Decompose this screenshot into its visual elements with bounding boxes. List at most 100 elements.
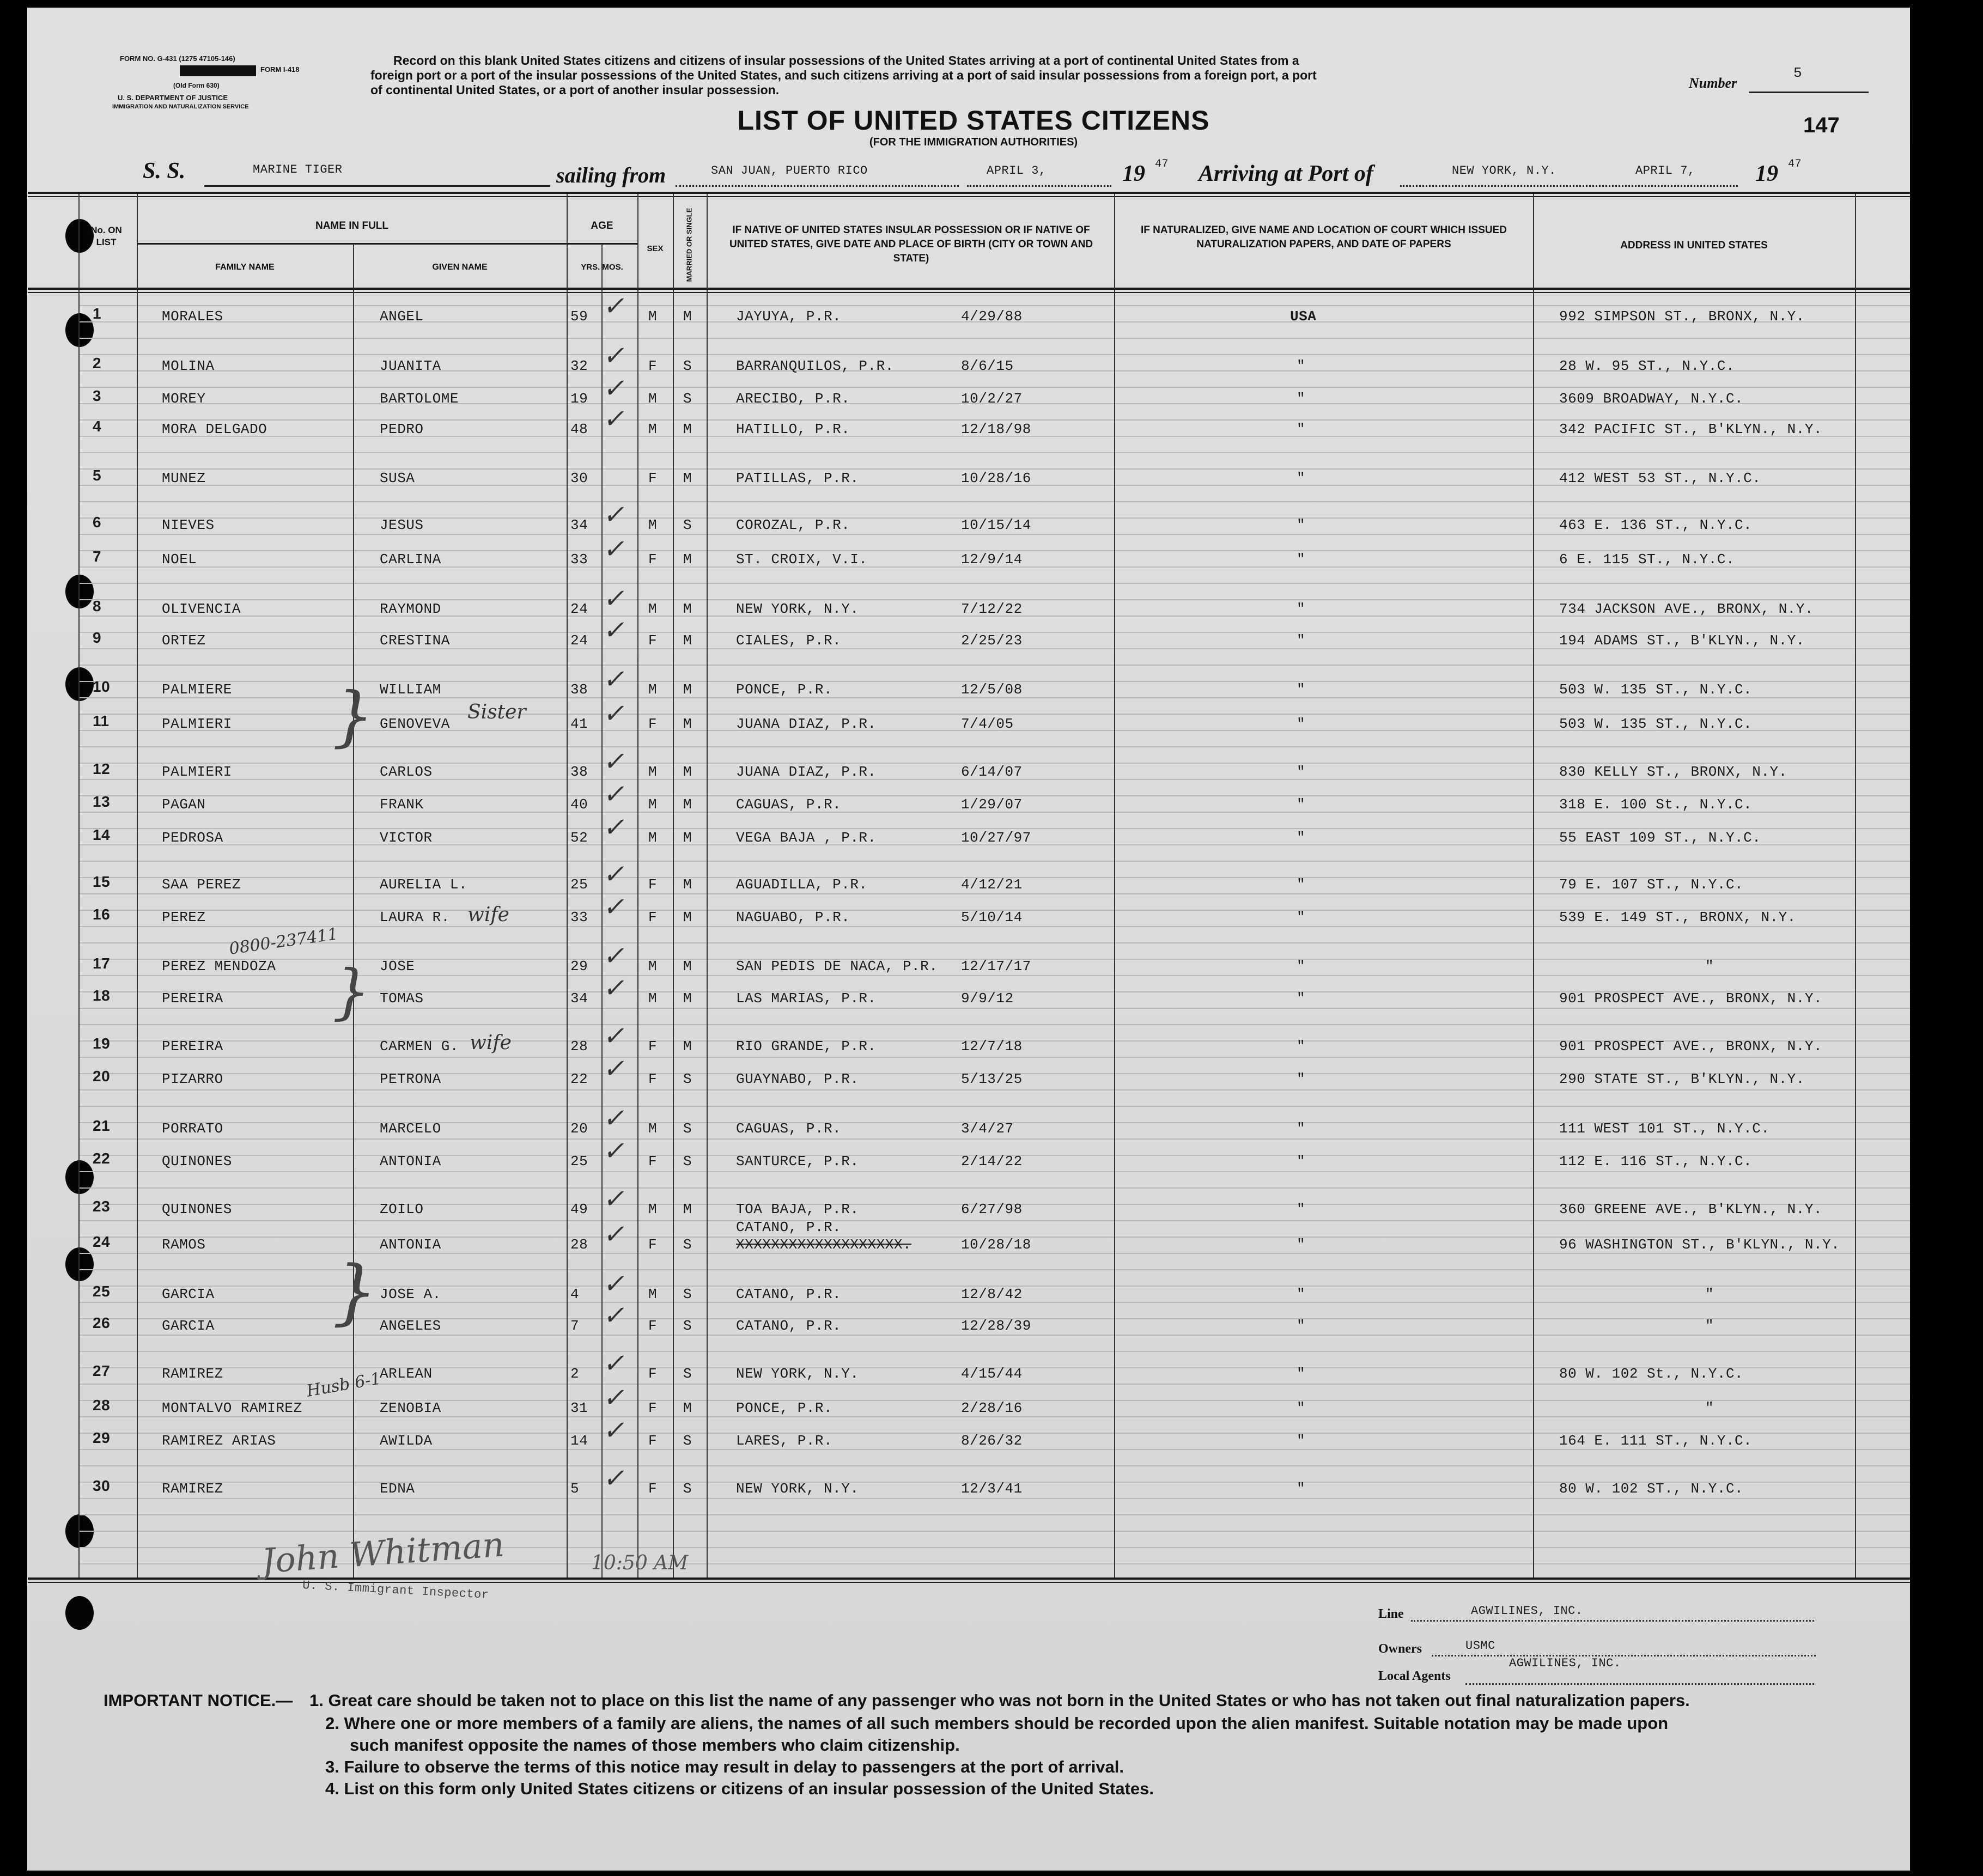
age-years: 33 (570, 909, 588, 925)
given-name: ZOILO (380, 1201, 424, 1217)
birth-date: 12/9/14 (961, 551, 1023, 568)
col-divider (1114, 194, 1115, 1577)
family-name: GARCIA (162, 1286, 215, 1302)
given-name: EDNA (380, 1481, 415, 1497)
notice-item: 2. Where one or more members of a family… (325, 1714, 1669, 1733)
page-number: 147 (1803, 113, 1840, 137)
age-years: 52 (570, 830, 588, 846)
col-header-native: IF NATIVE OF UNITED STATES INSULAR POSSE… (729, 224, 1093, 264)
birthplace: COROZAL, P.R. (736, 517, 850, 533)
birthplace: NEW YORK, N.Y. (736, 1366, 859, 1382)
notice-item: 1. Great care should be taken not to pla… (309, 1691, 1690, 1710)
family-name: PEREIRA (162, 1038, 223, 1055)
given-name: ANGEL (380, 308, 424, 325)
sex: F (648, 1400, 658, 1416)
birth-date: 8/26/32 (961, 1433, 1023, 1449)
owners-underline (1432, 1655, 1816, 1656)
family-name: PEREZ MENDOZA (162, 958, 276, 974)
col-header-address: ADDRESS IN UNITED STATES (1620, 240, 1768, 251)
family-name: OLIVENCIA (162, 601, 241, 617)
row-number: 6 (93, 514, 102, 531)
age-years: 32 (570, 358, 588, 374)
age-years: 28 (570, 1237, 588, 1253)
old-form: (Old Form 630) (173, 82, 220, 89)
birthplace: NEW YORK, N.Y. (736, 601, 859, 617)
row-number: 23 (93, 1198, 111, 1215)
sex: M (648, 990, 658, 1007)
row-number: 13 (93, 793, 111, 810)
punch-hole (65, 219, 94, 253)
col-divider (137, 194, 138, 1577)
age-years: 38 (570, 681, 588, 698)
birthplace: RIO GRANDE, P.R. (736, 1038, 877, 1055)
age-years: 14 (570, 1433, 588, 1449)
number-underline (1749, 92, 1869, 93)
marital-status: M (683, 716, 692, 732)
birth-date: 10/2/27 (961, 391, 1023, 407)
row-number: 5 (93, 467, 102, 484)
sex: M (648, 681, 658, 698)
table-top-rule (28, 192, 1910, 194)
age-years: 24 (570, 601, 588, 617)
notice-item: such manifest opposite the names of thos… (350, 1735, 960, 1755)
age-years: 49 (570, 1201, 588, 1217)
row-number: 20 (93, 1068, 111, 1085)
sex: M (648, 764, 658, 780)
marital-status: S (683, 1366, 692, 1382)
birth-date: 1/29/07 (961, 796, 1023, 813)
col-divider (78, 194, 80, 1577)
col-divider (673, 194, 674, 1577)
col-divider (353, 244, 354, 1577)
arrival-year: 47 (1788, 158, 1802, 170)
row-number: 15 (93, 873, 111, 890)
birth-date: 12/5/08 (961, 681, 1023, 698)
sex: M (648, 391, 658, 407)
sex: F (648, 1237, 658, 1253)
birthplace: NAGUABO, P.R. (736, 909, 850, 925)
marital-status: M (683, 601, 692, 617)
birth-date: 9/9/12 (961, 990, 1014, 1007)
arrival-year-prefix: 19 (1755, 161, 1778, 186)
family-name: GARCIA (162, 1318, 215, 1334)
page-subtitle: (FOR THE IMMIGRATION AUTHORITIES) (869, 136, 1078, 148)
birth-date: 5/13/25 (961, 1071, 1023, 1087)
birth-date: 10/28/16 (961, 470, 1031, 486)
birthplace: CIALES, P.R. (736, 632, 842, 649)
marital-status: S (683, 1071, 692, 1087)
depart-year: 47 (1155, 158, 1169, 170)
family-name: MONTALVO RAMIREZ (162, 1400, 302, 1416)
birth-date: 4/15/44 (961, 1366, 1023, 1382)
line-value: AGWILINES, INC. (1471, 1604, 1583, 1618)
marital-status: S (683, 1481, 692, 1497)
birthplace: SANTURCE, P.R. (736, 1153, 859, 1170)
instructions: Record on this blank United States citiz… (370, 53, 1317, 98)
sex: F (648, 1318, 658, 1334)
marital-status: M (683, 470, 692, 486)
table-top-rule (28, 196, 1910, 197)
naturalization: " (1297, 958, 1306, 974)
address: 992 SIMPSON ST., BRONX, N.Y. (1559, 308, 1805, 325)
age-years: 29 (570, 958, 588, 974)
address: 80 W. 102 St., N.Y.C. (1559, 1366, 1744, 1382)
birthplace: NEW YORK, N.Y. (736, 1481, 859, 1497)
sex: F (648, 909, 658, 925)
table-bottom-rule (28, 1582, 1910, 1583)
birthplace: PONCE, P.R. (736, 681, 833, 698)
address: 79 E. 107 ST., N.Y.C. (1559, 876, 1744, 893)
age-years: 48 (570, 421, 588, 437)
handwritten-note: Sister (467, 701, 526, 723)
address: 539 E. 149 ST., BRONX, N.Y. (1559, 909, 1796, 925)
address: 412 WEST 53 ST., N.Y.C. (1559, 470, 1761, 486)
instruction-line: Record on this blank United States citiz… (393, 53, 1299, 68)
address: 901 PROSPECT AVE., BRONX, N.Y. (1559, 1038, 1823, 1055)
marital-status: M (683, 990, 692, 1007)
birth-date: 2/14/22 (961, 1153, 1023, 1170)
address: 80 W. 102 ST., N.Y.C. (1559, 1481, 1744, 1497)
age-years: 22 (570, 1071, 588, 1087)
row-number: 25 (93, 1283, 111, 1300)
birthplace: JUANA DIAZ, P.R. (736, 716, 877, 732)
given-name: WILLIAM (380, 681, 441, 698)
naturalization: " (1297, 470, 1306, 486)
col-divider (601, 244, 603, 1577)
row-number: 29 (93, 1429, 111, 1446)
